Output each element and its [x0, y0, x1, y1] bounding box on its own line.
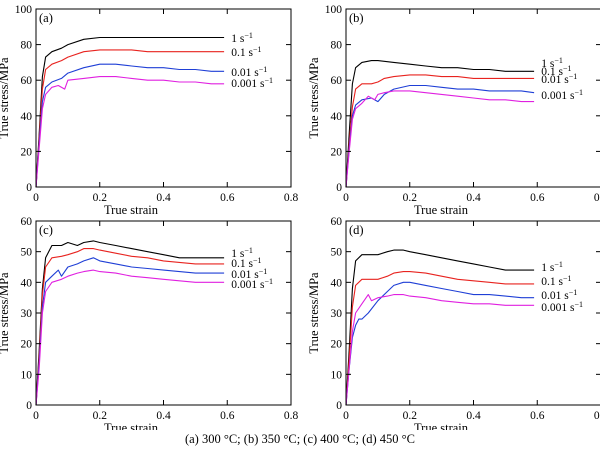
x-axis-label: True strain	[104, 203, 159, 217]
y-tick-label: 60	[331, 216, 343, 228]
y-tick-label: 60	[331, 75, 343, 87]
series-line	[345, 74, 535, 188]
y-tick-label: 30	[21, 308, 33, 320]
series-line	[35, 49, 225, 188]
y-tick-label: 50	[331, 247, 343, 259]
y-tick-label: 20	[331, 339, 343, 351]
legend-label: 0.01 s−1	[231, 267, 267, 281]
x-tick-label: 0.6	[530, 410, 545, 422]
y-tick-label: 60	[21, 75, 33, 87]
x-tick-label: 0	[33, 410, 39, 422]
panel-label: (d)	[349, 223, 364, 237]
y-tick-label: 80	[331, 40, 343, 52]
legend-label: 0.001 s−1	[541, 88, 583, 102]
y-tick-label: 40	[331, 111, 343, 123]
y-tick-label: 60	[21, 216, 33, 228]
series-line	[345, 271, 535, 406]
legend-label: 0.1 s−1	[541, 64, 571, 78]
figure-caption: (a) 300 °C; (b) 350 °C; (c) 400 °C; (d) …	[184, 432, 416, 446]
y-tick-label: 0	[336, 182, 342, 194]
x-tick-label: 0.4	[466, 192, 481, 204]
y-tick-label: 10	[21, 369, 33, 381]
y-tick-label: 20	[21, 146, 33, 158]
x-tick-label: 0	[343, 192, 349, 204]
y-tick-label: 80	[21, 40, 33, 52]
y-tick-label: 40	[331, 277, 343, 289]
x-tick-label: 0.4	[466, 410, 481, 422]
x-tick-label: 0.6	[530, 192, 545, 204]
legend-label: 1 s−1	[231, 31, 253, 45]
y-tick-label: 0	[26, 182, 32, 194]
y-tick-label: 0	[336, 400, 342, 412]
legend-label: 0.01 s−1	[231, 65, 267, 79]
panel-label: (b)	[349, 11, 364, 25]
series-line	[35, 248, 225, 406]
y-tick-label: 100	[325, 4, 343, 16]
y-tick-label: 50	[21, 247, 33, 259]
series-line	[35, 257, 225, 406]
y-axis-label: True stress/MPa	[307, 272, 321, 354]
legend-label: 0.1 s−1	[231, 256, 261, 270]
series-line	[345, 90, 535, 188]
x-tick-label: 0.8	[284, 410, 299, 422]
legend-label: 0.001 s−1	[231, 76, 273, 90]
series-line	[35, 63, 225, 188]
x-axis-label: True strain	[104, 421, 159, 430]
series-line	[345, 281, 535, 406]
y-axis-label: True stress/MPa	[307, 57, 321, 139]
x-tick-label: 0.8	[284, 192, 299, 204]
y-tick-label: 40	[21, 111, 33, 123]
y-tick-label: 20	[331, 146, 343, 158]
series-line	[345, 294, 535, 406]
legend-label: 0.01 s−1	[541, 72, 577, 86]
x-tick-label: 0.6	[220, 410, 235, 422]
x-tick-label: 0.4	[156, 410, 171, 422]
y-axis-label: True stress/MPa	[0, 272, 11, 354]
legend-label: 1 s−1	[541, 260, 563, 274]
legend-label: 0.1 s−1	[231, 45, 261, 59]
y-tick-label: 20	[21, 339, 33, 351]
legend-label: 1 s−1	[541, 56, 563, 70]
x-tick-label: 0.8	[594, 192, 600, 204]
series-line	[345, 60, 535, 188]
legend-label: 0.001 s−1	[541, 300, 583, 314]
series-line	[35, 240, 225, 406]
chart-panel-d: 0 0.2 0.4 0.6 0.8 0 10 20 30 40 50 60 True strain Tru…	[307, 216, 600, 430]
legend-label: 0.01 s−1	[541, 288, 577, 302]
x-tick-label: 0.2	[403, 192, 418, 204]
legend-label: 0.001 s−1	[231, 277, 273, 291]
x-tick-label: 0.4	[156, 192, 171, 204]
series-line	[35, 36, 225, 188]
x-tick-label: 0.2	[93, 410, 108, 422]
x-tick-label: 0.8	[594, 410, 600, 422]
y-axis-label: True stress/MPa	[0, 57, 11, 139]
y-tick-label: 40	[21, 277, 33, 289]
y-tick-label: 0	[26, 400, 32, 412]
panel-label: (c)	[39, 223, 53, 237]
x-tick-label: 0	[343, 410, 349, 422]
y-tick-label: 30	[331, 308, 343, 320]
x-tick-label: 0.2	[93, 192, 108, 204]
x-tick-label: 0	[33, 192, 39, 204]
y-tick-label: 100	[15, 4, 33, 16]
x-axis-label: True strain	[414, 203, 469, 217]
legend-label: 1 s−1	[231, 246, 253, 260]
series-line	[35, 269, 225, 406]
x-axis-label: True strain	[414, 421, 469, 430]
x-tick-label: 0.6	[220, 192, 235, 204]
y-tick-label: 10	[331, 369, 343, 381]
chart-panel-c: 0 0.2 0.4 0.6 0.8 0 10 20 30 40 50 60 True strain Tru…	[0, 216, 298, 430]
series-line	[35, 76, 225, 188]
panel-label: (a)	[39, 11, 53, 25]
series-line	[345, 249, 535, 406]
chart-panel-a: 0 0.2 0.4 0.6 0.8 0 20 40 60 80 100 True strain True…	[0, 4, 298, 217]
series-line	[345, 84, 535, 188]
chart-panel-b: 0 0.2 0.4 0.6 0.8 0 20 40 60 80 100 True strain True…	[307, 4, 600, 217]
legend-label: 0.1 s−1	[541, 274, 571, 288]
x-tick-label: 0.2	[403, 410, 418, 422]
